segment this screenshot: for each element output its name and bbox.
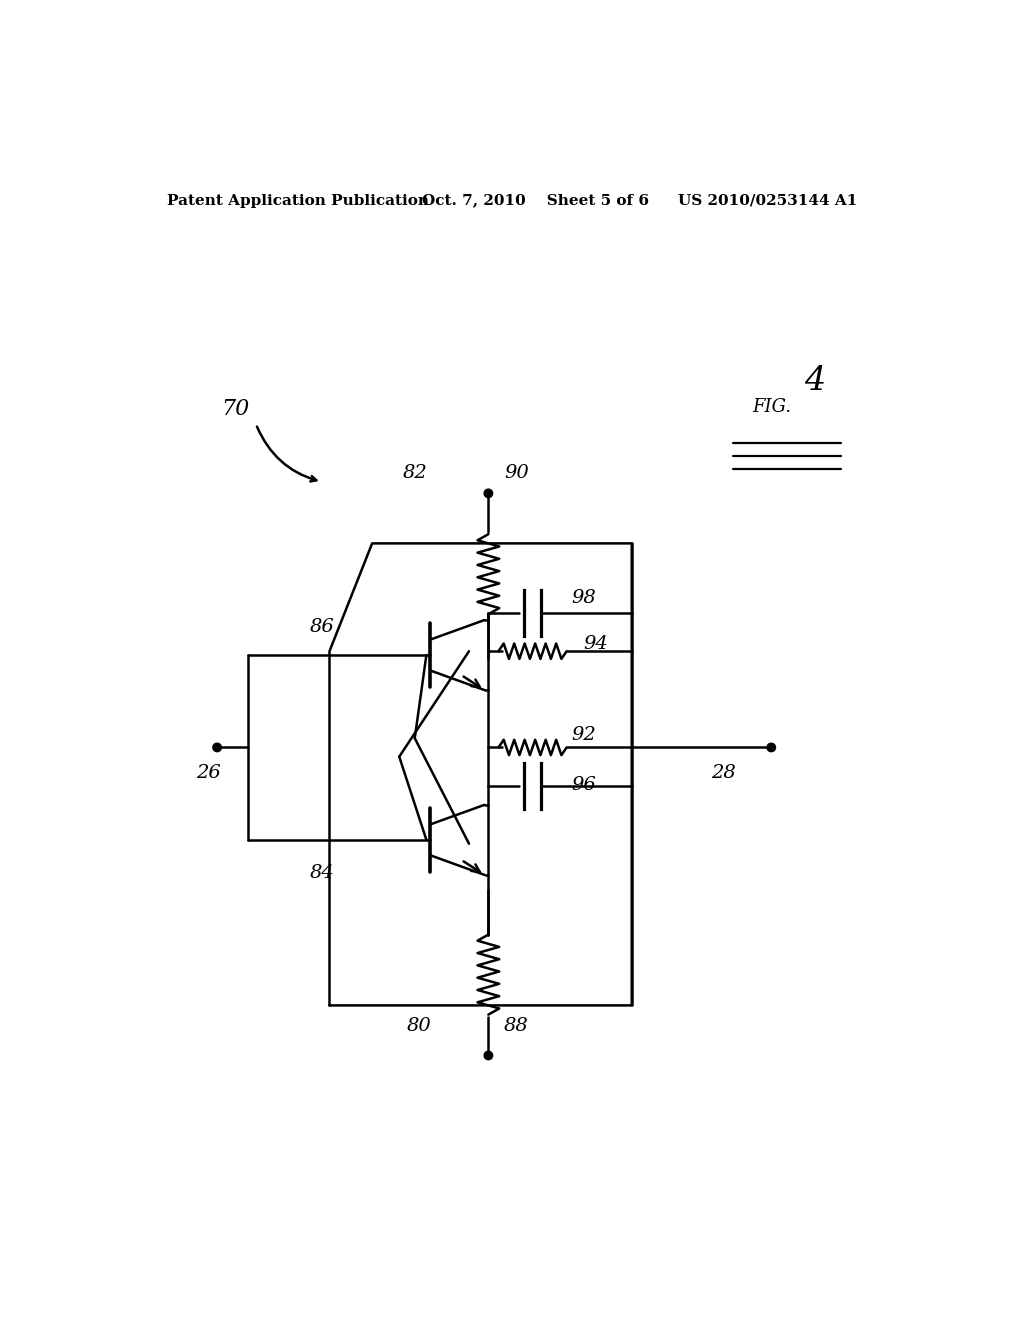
Text: 90: 90	[504, 463, 528, 482]
Text: 4: 4	[805, 366, 825, 397]
Text: Patent Application Publication: Patent Application Publication	[167, 194, 429, 207]
Circle shape	[213, 743, 221, 751]
Text: 70: 70	[221, 399, 249, 420]
Text: FIG.: FIG.	[752, 399, 791, 416]
Text: 26: 26	[197, 764, 221, 781]
Circle shape	[767, 743, 775, 751]
Circle shape	[484, 490, 493, 498]
Text: 92: 92	[571, 726, 596, 743]
Text: 84: 84	[310, 865, 335, 882]
Circle shape	[484, 1051, 493, 1060]
Text: 82: 82	[403, 463, 428, 482]
Text: 98: 98	[571, 589, 596, 607]
Text: Oct. 7, 2010    Sheet 5 of 6: Oct. 7, 2010 Sheet 5 of 6	[423, 194, 649, 207]
Text: 94: 94	[584, 635, 608, 653]
Text: 28: 28	[711, 764, 735, 781]
Text: 80: 80	[407, 1016, 432, 1035]
Text: 88: 88	[504, 1016, 528, 1035]
Text: US 2010/0253144 A1: US 2010/0253144 A1	[678, 194, 858, 207]
Text: 96: 96	[571, 776, 596, 793]
Text: 86: 86	[310, 618, 335, 636]
